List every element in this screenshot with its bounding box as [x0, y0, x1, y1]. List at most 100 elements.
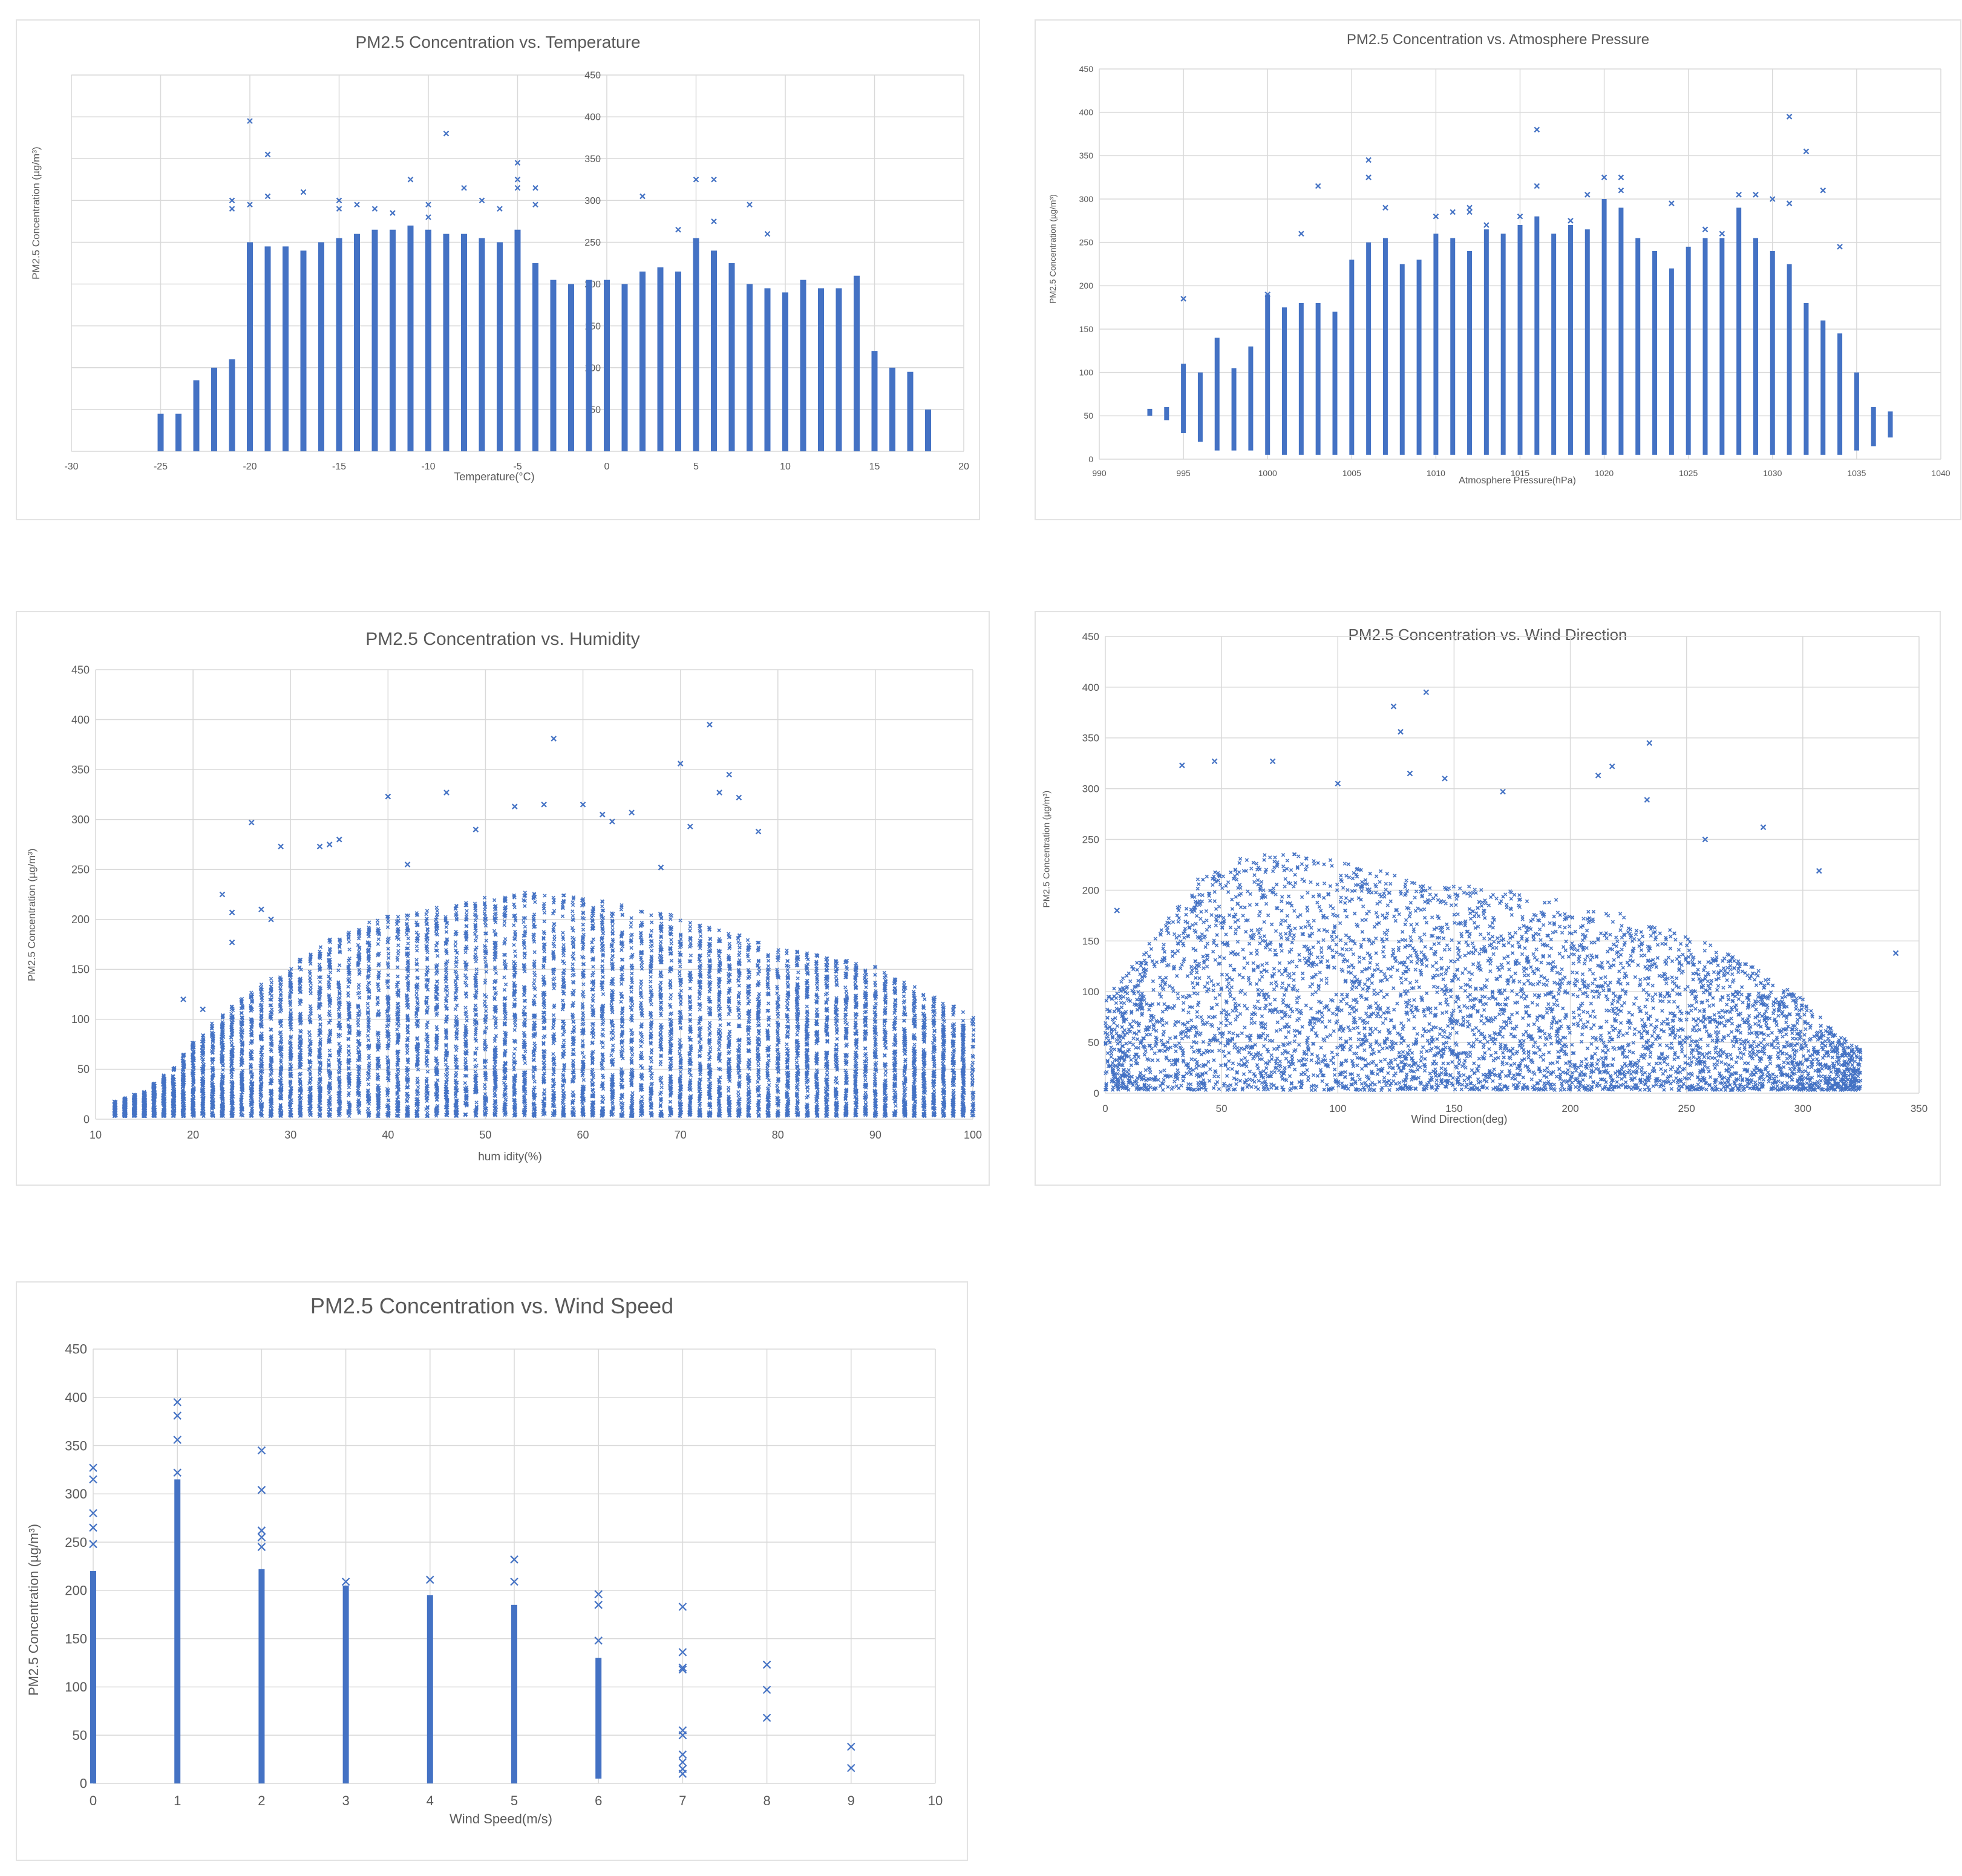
data-point: [173, 1468, 181, 1477]
data-column: [1854, 372, 1859, 451]
data-point: [1786, 114, 1793, 120]
data-column: [818, 288, 824, 451]
data-column: [1568, 225, 1573, 455]
data-point: [1335, 780, 1341, 787]
y-tick-label: 400: [1082, 682, 1099, 693]
x-tick-label: 50: [1216, 1103, 1228, 1114]
data-column: [1618, 208, 1624, 455]
x-tick-label: 60: [577, 1129, 589, 1141]
data-column: [1197, 372, 1203, 442]
data-point: [1753, 192, 1759, 198]
y-tick-label: 100: [1079, 368, 1094, 377]
chart-title: PM2.5 Concentration vs. Wind Speed: [310, 1293, 674, 1318]
data-column: [1181, 364, 1186, 433]
x-axis-label: Wind Direction(deg): [1411, 1113, 1508, 1125]
data-point: [1500, 788, 1506, 795]
data-column: [604, 279, 610, 451]
data-point: [678, 1758, 687, 1767]
y-tick-label: 150: [71, 964, 90, 976]
data-point: [1450, 209, 1456, 215]
x-axis-label: hum idity(%): [478, 1151, 542, 1163]
data-column: [1635, 238, 1641, 455]
data-point: [639, 193, 646, 200]
data-point: [229, 939, 235, 946]
y-tick-label: 300: [1082, 783, 1099, 795]
data-column: [342, 1585, 349, 1783]
data-cloud: [1103, 852, 1863, 1093]
y-tick-label: 400: [584, 113, 601, 123]
data-point: [264, 193, 271, 200]
data-point: [678, 1665, 687, 1674]
data-point: [1760, 824, 1767, 831]
data-point: [764, 230, 771, 237]
data-column: [1888, 411, 1893, 438]
x-tick-label: 20: [958, 462, 969, 472]
data-point: [326, 842, 333, 848]
y-tick-label: 200: [71, 913, 90, 926]
y-tick-label: 350: [1079, 151, 1094, 160]
plot-area: 0 50 100 150 200 250 300 350 400 450 0 1 2 3 4 5 6 7 8 9 10: [65, 1342, 943, 1808]
x-tick-label: -5: [513, 462, 522, 472]
data-point: [258, 906, 264, 913]
data-column: [835, 288, 842, 451]
data-point: [336, 197, 342, 204]
y-tick-label: 0: [83, 1113, 90, 1125]
data-point: [89, 1475, 97, 1484]
data-point: [1702, 226, 1709, 232]
data-column: [925, 409, 931, 451]
data-point: [1114, 907, 1120, 913]
data-point: [762, 1685, 771, 1695]
x-tick-label: -10: [421, 462, 435, 472]
data-point: [426, 1575, 434, 1584]
data-point: [461, 185, 467, 191]
data-point: [247, 118, 253, 124]
y-tick-label: 350: [65, 1438, 87, 1453]
data-column: [586, 279, 592, 451]
data-column: [1382, 238, 1388, 455]
data-point: [1517, 213, 1523, 220]
data-column: [747, 284, 753, 451]
data-column: [1164, 407, 1169, 420]
x-tick-label: 20: [187, 1129, 199, 1141]
data-point: [1609, 763, 1615, 770]
data-point: [229, 197, 235, 204]
x-tick-label: 250: [1678, 1103, 1695, 1114]
x-tick-label: 3: [342, 1793, 349, 1808]
y-tick-label: 450: [1079, 64, 1094, 74]
data-column: [1433, 234, 1439, 455]
data-point: [1568, 218, 1574, 224]
x-tick-label: 100: [964, 1129, 982, 1141]
x-tick-label: -15: [332, 462, 346, 472]
y-tick-label: 50: [590, 405, 601, 415]
data-point: [747, 201, 753, 208]
data-point: [678, 1603, 687, 1611]
data-point: [1467, 204, 1473, 211]
data-point: [443, 789, 450, 796]
data-point: [629, 809, 635, 815]
data-column: [1450, 238, 1456, 455]
data-series: [1147, 114, 1893, 455]
data-point: [693, 177, 699, 183]
data-point: [1382, 204, 1388, 211]
x-axis-label: Wind Speed(m/s): [450, 1811, 552, 1826]
x-tick-label: 9: [848, 1793, 855, 1808]
data-column: [1820, 320, 1826, 455]
data-point: [257, 1526, 266, 1535]
x-tick-label: 995: [1176, 468, 1191, 478]
data-column: [336, 238, 342, 451]
y-tick-label: 250: [1082, 834, 1099, 846]
chart-title: PM2.5 Concentration vs. Atmosphere Press…: [1346, 31, 1650, 48]
data-column: [1298, 303, 1304, 455]
y-tick-label: 200: [1082, 884, 1099, 896]
data-point: [1595, 773, 1601, 779]
data-point: [200, 1006, 206, 1013]
data-point: [512, 803, 518, 809]
data-point: [89, 1540, 97, 1549]
data-point: [678, 1750, 687, 1759]
y-tick-label: 150: [65, 1631, 87, 1646]
data-column: [514, 229, 521, 451]
data-point: [762, 1660, 771, 1669]
y-tick-label: 50: [1084, 411, 1093, 420]
data-column: [1366, 242, 1372, 455]
data-point: [173, 1436, 181, 1444]
